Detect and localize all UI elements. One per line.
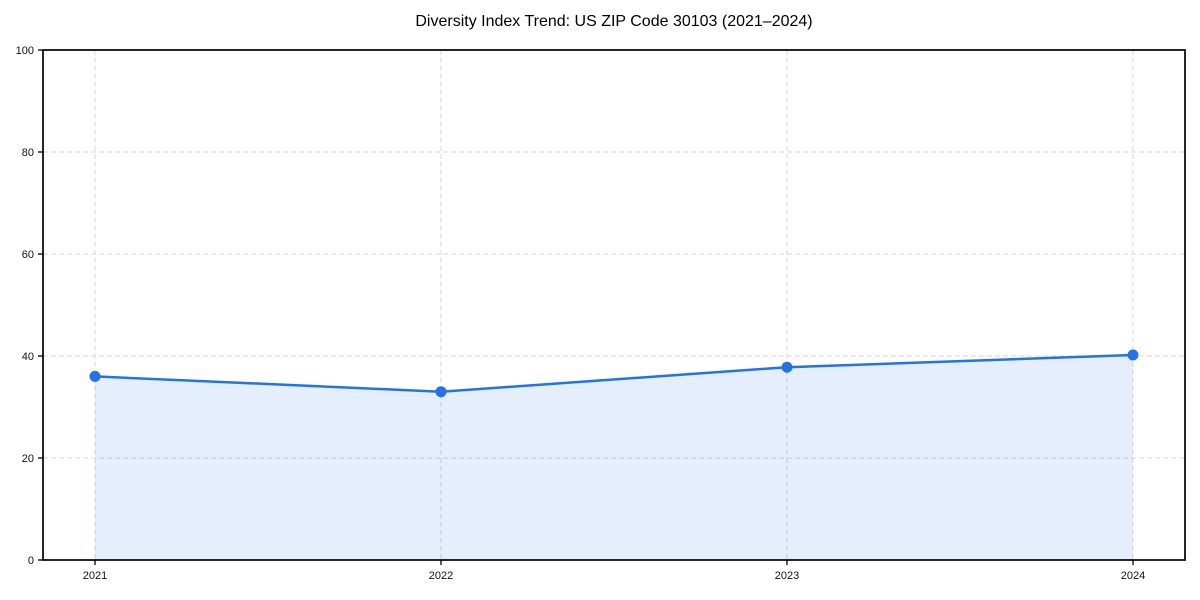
plot-border xyxy=(42,49,1186,561)
data-point-marker xyxy=(1127,349,1139,361)
y-tick-label: 40 xyxy=(22,351,34,363)
x-tick-label: 2023 xyxy=(775,570,799,582)
y-tick-label: 20 xyxy=(22,453,34,465)
trend-line xyxy=(93,353,1135,393)
data-point-marker xyxy=(89,370,101,382)
x-tick-label: 2022 xyxy=(429,570,453,582)
data-point-marker xyxy=(435,386,447,398)
y-tick-label: 60 xyxy=(22,249,34,261)
y-tick-label: 80 xyxy=(22,147,34,159)
y-tick-label: 100 xyxy=(16,45,34,57)
data-point-marker xyxy=(781,361,793,373)
x-tick-label: 2021 xyxy=(83,570,107,582)
x-tick-label: 2024 xyxy=(1121,570,1145,582)
y-tick-label: 0 xyxy=(28,555,34,567)
chart-title: Diversity Index Trend: US ZIP Code 30103… xyxy=(415,13,813,30)
area-fill xyxy=(95,354,1133,560)
